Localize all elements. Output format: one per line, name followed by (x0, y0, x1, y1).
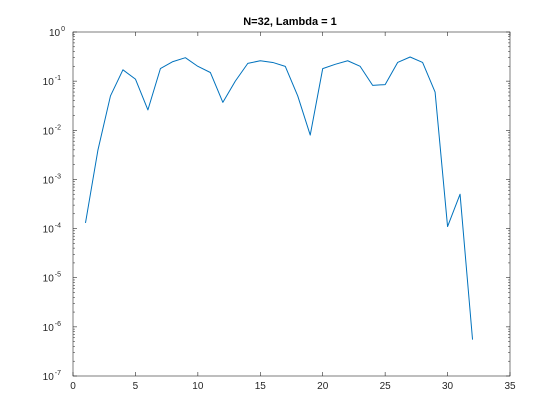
y-tick-exponent: -2 (55, 124, 61, 131)
y-tick-exponent: -4 (55, 223, 61, 230)
x-tick-label: 25 (380, 381, 392, 392)
y-tick-exponent: 0 (61, 26, 65, 33)
x-tick-label: 35 (504, 381, 516, 392)
y-tick-exponent: -7 (55, 370, 61, 377)
y-tick-exponent: -6 (55, 321, 61, 328)
series-layer (84, 56, 474, 340)
x-tick-label: 20 (317, 381, 329, 392)
x-tick-label: 5 (133, 381, 139, 392)
x-tick-label: 10 (192, 381, 204, 392)
x-tick-label: 0 (70, 381, 76, 392)
series-line (84, 56, 474, 340)
y-tick-exponent: -3 (55, 173, 61, 180)
plot-area (72, 31, 511, 377)
axes-box (72, 31, 511, 377)
x-axis: 0 5 10 15 20 25 30 35 (70, 32, 516, 392)
chart-title: N=32, Lambda = 1 (243, 16, 337, 28)
x-tick-label: 15 (255, 381, 267, 392)
y-tick-exponent: -5 (55, 272, 61, 279)
x-tick-label: 30 (442, 381, 454, 392)
y-tick-exponent: -1 (55, 75, 61, 82)
